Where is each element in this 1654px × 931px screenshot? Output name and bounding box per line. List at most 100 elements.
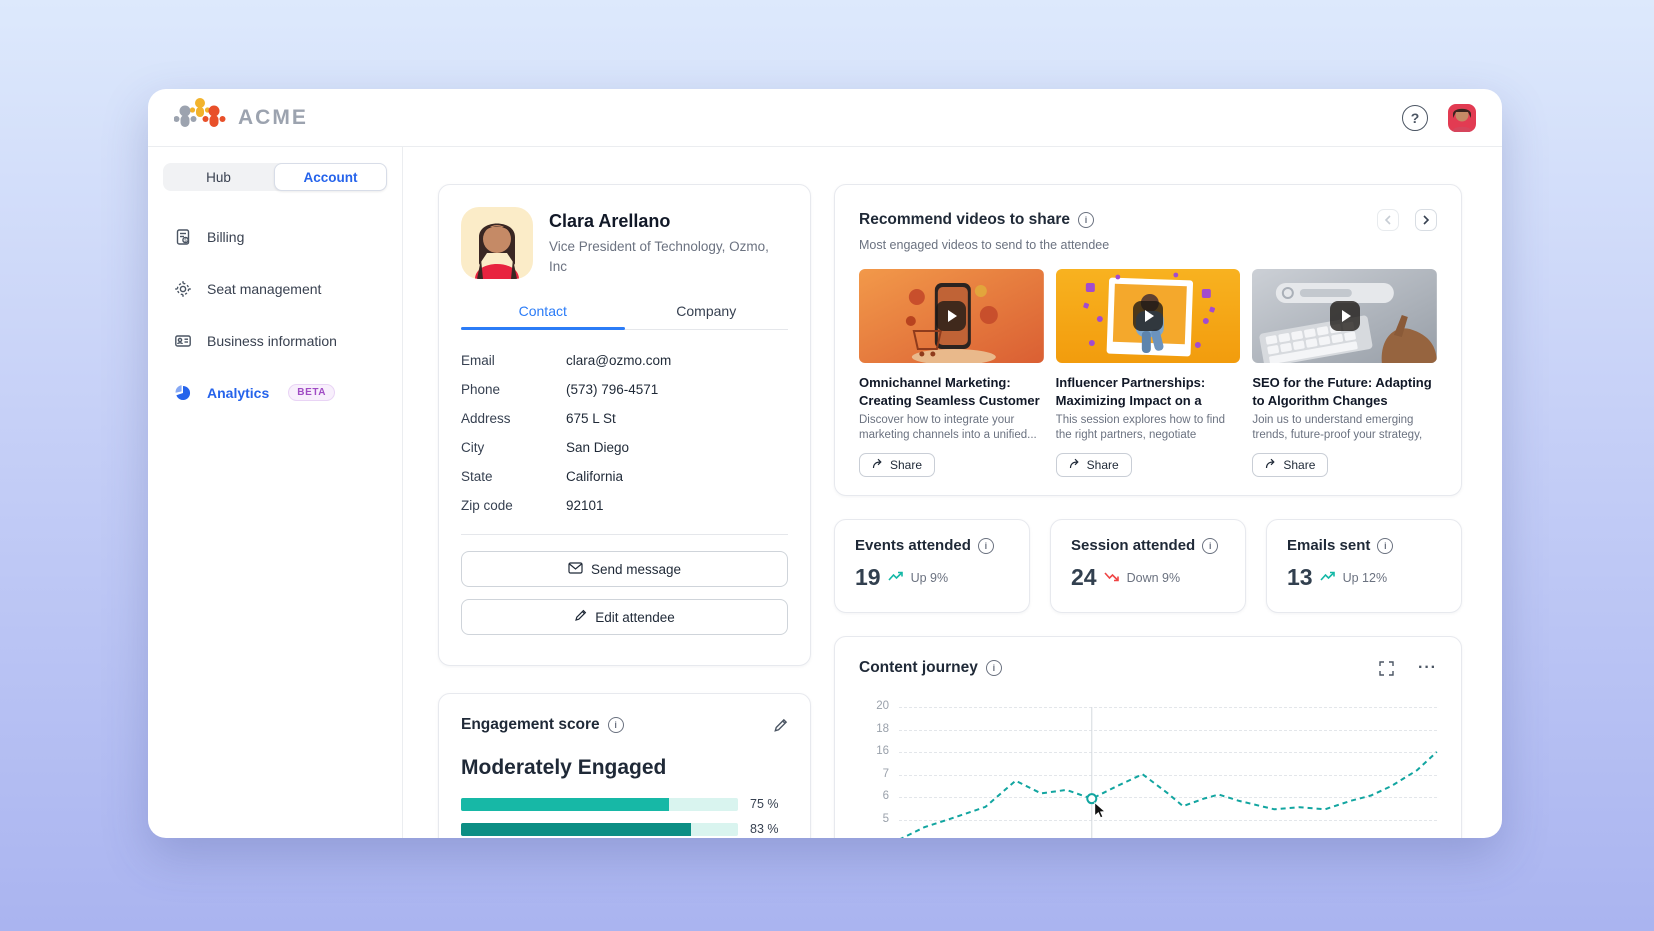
y-tick-label: 7 xyxy=(882,767,889,780)
video-item: Influencer Partnerships: Maximizing Impa… xyxy=(1055,269,1241,477)
segment-account[interactable]: Account xyxy=(274,163,387,191)
trend-up-icon xyxy=(1319,569,1336,587)
envelope-icon xyxy=(568,561,583,577)
help-icon[interactable]: ? xyxy=(1402,104,1428,131)
play-icon xyxy=(936,301,967,331)
user-avatar[interactable] xyxy=(1448,103,1476,132)
more-options-icon[interactable]: ··· xyxy=(1418,659,1437,676)
attendee-card: Clara Arellano Vice President of Technol… xyxy=(438,184,811,666)
tab-company[interactable]: Company xyxy=(676,303,737,319)
attendee-name: Clara Arellano xyxy=(549,211,671,231)
y-tick-label: 20 xyxy=(876,700,889,712)
id-card-icon xyxy=(173,331,192,350)
main-content: Clara Arellano Vice President of Technol… xyxy=(403,147,1502,838)
engagement-title: Engagement score xyxy=(461,716,600,733)
highlighted-data-point xyxy=(1086,793,1098,805)
journey-plot-svg[interactable] xyxy=(899,707,1439,838)
video-thumbnail-influencer[interactable] xyxy=(1055,269,1241,363)
tab-contact[interactable]: Contact xyxy=(461,303,625,330)
stat-card-events-attended: Events attended i 19 Up 9% xyxy=(834,519,1030,613)
info-icon[interactable]: i xyxy=(607,717,624,733)
contact-fields: Email clara@ozmo.com Phone (573) 796-457… xyxy=(461,346,788,520)
share-button[interactable]: Share xyxy=(859,453,936,477)
gridline xyxy=(899,707,1437,708)
trend-down-icon xyxy=(1103,569,1120,587)
acme-logo-icon xyxy=(173,95,226,140)
mouse-cursor xyxy=(1094,801,1106,819)
attendee-tabs: Contact Company xyxy=(461,303,788,330)
info-icon[interactable]: i xyxy=(1078,212,1095,228)
svg-text:$: $ xyxy=(184,237,187,242)
y-tick-label: 16 xyxy=(876,745,889,757)
video-description: This session explores how to find the ri… xyxy=(1055,414,1226,441)
engagement-bar-label: 83 % xyxy=(750,822,779,836)
sidebar-item-billing[interactable]: $ Billing xyxy=(163,223,387,250)
edit-score-pencil-icon[interactable] xyxy=(773,718,788,733)
trend-label: Up 9% xyxy=(910,570,949,585)
play-icon xyxy=(1133,301,1163,331)
attendee-avatar xyxy=(461,207,533,279)
carousel-prev-button[interactable] xyxy=(1377,209,1399,231)
hub-account-toggle: Hub Account xyxy=(163,163,387,191)
videos-subtitle: Most engaged videos to send to the atten… xyxy=(859,238,1110,252)
engagement-level: Moderately Engaged xyxy=(461,756,667,779)
info-icon[interactable]: i xyxy=(977,537,994,554)
video-title: Influencer Partnerships: Maximizing Impa… xyxy=(1055,375,1206,408)
engagement-score-card: Engagement score i Moderately Engaged xyxy=(438,693,811,838)
stat-value: 24 xyxy=(1071,564,1097,590)
divider xyxy=(461,534,788,535)
video-title: Omnichannel Marketing: Creating Seamless… xyxy=(859,375,1040,408)
stats-row: Events attended i 19 Up 9% xyxy=(834,519,1462,613)
fullscreen-icon[interactable] xyxy=(1379,660,1394,676)
app-header: ACME ? xyxy=(148,89,1502,147)
video-thumbnail-seo[interactable] xyxy=(1252,269,1438,363)
field-email: Email clara@ozmo.com xyxy=(461,353,672,368)
info-icon[interactable]: i xyxy=(1202,537,1219,554)
sidebar-item-business-information[interactable]: Business information xyxy=(163,327,387,354)
journey-title: Content journey xyxy=(859,659,978,676)
sidebar-item-label: Analytics xyxy=(207,384,270,401)
sidebar-nav: $ Billing Seat mana xyxy=(163,223,387,406)
carousel-next-button[interactable] xyxy=(1415,209,1437,231)
video-item: SEO for the Future: Adapting to Algorith… xyxy=(1252,269,1438,477)
gridline xyxy=(899,729,1437,731)
beta-badge: BETA xyxy=(288,384,336,401)
trend-label: Up 12% xyxy=(1342,570,1388,585)
engagement-bar-label: 75 % xyxy=(750,797,779,811)
share-button[interactable]: Share xyxy=(1252,453,1329,477)
pencil-icon xyxy=(574,609,587,625)
attendee-title: Vice President of Technology, Ozmo, Inc xyxy=(549,239,769,274)
gridline xyxy=(899,819,1437,821)
send-message-button[interactable]: Send message xyxy=(461,551,788,587)
engagement-bar-row: 83 % xyxy=(461,822,788,836)
info-icon[interactable]: i xyxy=(1377,537,1394,554)
gear-icon xyxy=(173,279,192,298)
stat-card-session-attended: Session attended i 24 Down 9% xyxy=(1050,519,1246,613)
stat-value: 13 xyxy=(1287,564,1313,590)
edit-attendee-button[interactable]: Edit attendee xyxy=(461,599,788,635)
share-icon xyxy=(1265,458,1277,472)
share-button[interactable]: Share xyxy=(1055,453,1132,477)
brand: ACME xyxy=(173,95,308,140)
pie-chart-icon xyxy=(173,383,192,402)
sidebar-item-label: Billing xyxy=(207,228,245,245)
field-zip: Zip code 92101 xyxy=(461,498,604,513)
brand-name: ACME xyxy=(238,105,308,129)
share-icon xyxy=(872,458,884,472)
sidebar-item-seat-management[interactable]: Seat management xyxy=(163,275,387,302)
gridline xyxy=(899,752,1437,753)
video-description: Discover how to integrate your marketing… xyxy=(859,414,1037,441)
share-icon xyxy=(1069,458,1081,472)
field-city: City San Diego xyxy=(461,440,630,455)
recommended-videos-card: Recommend videos to share i Most engaged… xyxy=(834,184,1462,496)
field-state: State California xyxy=(461,469,624,484)
trend-label: Down 9% xyxy=(1126,570,1181,585)
y-tick-label: 18 xyxy=(876,722,889,735)
segment-hub[interactable]: Hub xyxy=(206,169,231,185)
sidebar-item-analytics[interactable]: Analytics BETA xyxy=(163,379,387,406)
y-tick-label: 6 xyxy=(882,790,889,802)
info-icon[interactable]: i xyxy=(985,660,1002,676)
video-thumbnail-omnichannel[interactable] xyxy=(859,269,1044,363)
sidebar: Hub Account $ Billing xyxy=(148,147,403,838)
